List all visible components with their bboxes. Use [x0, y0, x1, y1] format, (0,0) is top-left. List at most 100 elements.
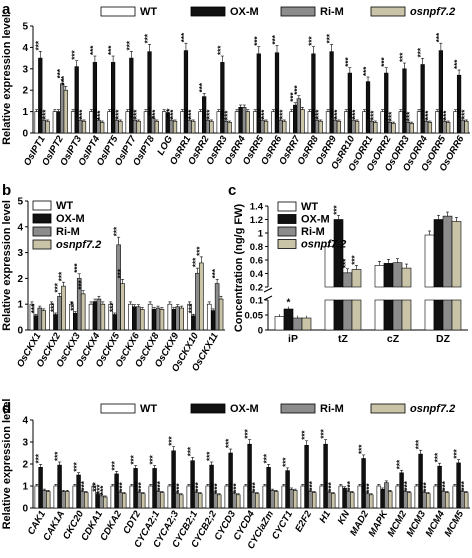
bar [351, 269, 362, 288]
significance-marker: *** [165, 108, 174, 118]
significance-marker: *** [191, 257, 200, 267]
bar [456, 74, 462, 134]
bar [418, 453, 423, 509]
legend-label-0: WT [56, 200, 73, 212]
panel-label-d: d [2, 400, 11, 417]
bar [327, 492, 332, 509]
bar [270, 490, 275, 509]
bar [380, 488, 385, 509]
bar [442, 120, 447, 134]
bar-lower-part [433, 299, 444, 331]
bar [53, 314, 58, 331]
legend-swatch-1 [190, 403, 226, 414]
bar [92, 301, 98, 331]
significance-marker: *** [301, 430, 310, 440]
significance-marker: *** [346, 480, 355, 490]
significance-marker: *** [247, 480, 256, 490]
legend-swatch-3 [370, 6, 406, 17]
bar [236, 494, 241, 509]
bar [289, 111, 294, 134]
bar [273, 491, 279, 509]
bar [311, 492, 317, 509]
significance-marker: *** [42, 109, 51, 119]
bar [283, 308, 294, 331]
significance-marker: *** [30, 303, 39, 313]
significance-marker: *** [293, 84, 302, 94]
significance-marker: *** [225, 438, 234, 448]
bar [171, 450, 176, 509]
bar [132, 119, 138, 134]
legend-label-3: osnpf7.2 [301, 239, 346, 251]
x-tick-label: E2F2 [293, 508, 314, 534]
significance-marker: *** [347, 108, 356, 118]
bar [120, 283, 125, 331]
bar [217, 494, 222, 509]
significance-marker: *** [113, 226, 122, 236]
bar [218, 298, 224, 331]
bar [368, 494, 374, 509]
y-axis-label: Relative expression level [1, 14, 13, 145]
bar [329, 51, 334, 134]
significance-marker: *** [129, 108, 138, 118]
legend-label-2: Ri-M [320, 6, 344, 18]
significance-marker: *** [133, 109, 142, 119]
bar [392, 262, 403, 288]
significance-marker: *** [209, 481, 218, 491]
bar [61, 285, 66, 331]
significance-marker: *** [151, 109, 160, 119]
y-tick-label: 1 [258, 229, 264, 240]
bar [304, 444, 309, 509]
significance-marker: *** [133, 480, 142, 490]
bar [274, 316, 285, 331]
bar [347, 72, 352, 134]
bar [137, 492, 142, 509]
significance-marker: *** [125, 40, 134, 50]
bar [460, 491, 465, 509]
legend-label-3: osnpf7.2 [410, 403, 455, 415]
significance-marker: *** [184, 108, 193, 118]
chart-panel-a: WT OX-M Ri-M osnpf7.2 0 1 2 3 4 5 Relative express… [1, 6, 470, 173]
bar [374, 265, 385, 288]
bar [57, 464, 62, 509]
significance-marker: *** [311, 108, 320, 118]
significance-marker: *** [224, 110, 233, 120]
bar [191, 315, 196, 331]
bar [80, 491, 85, 509]
bar [223, 120, 229, 134]
significance-marker: *** [194, 481, 203, 491]
significance-marker: *** [117, 268, 126, 278]
bar [155, 307, 161, 331]
significance-marker: *** [362, 66, 371, 76]
significance-marker: *** [457, 108, 466, 118]
y-tick-label: 2 [22, 86, 28, 97]
significance-marker: *** [329, 108, 338, 118]
bar [213, 493, 218, 509]
y-tick-label: 4 [22, 416, 28, 427]
legend-label-2: Ri-M [56, 226, 80, 238]
significance-marker: *** [256, 108, 265, 118]
significance-marker: *** [77, 279, 86, 289]
legend-label-1: OX-M [230, 6, 259, 18]
bar [349, 492, 355, 509]
bar [65, 491, 70, 509]
bar-lower-part [342, 299, 353, 331]
bar [220, 62, 225, 134]
bar [228, 452, 233, 509]
bar [56, 111, 61, 134]
bar [74, 66, 79, 134]
bar [141, 493, 146, 509]
bar [60, 83, 65, 134]
significance-marker: *** [190, 480, 199, 490]
bar [210, 310, 216, 331]
significance-marker: *** [202, 108, 211, 118]
y-tick-label: 3 [17, 248, 23, 259]
bar [76, 474, 81, 509]
significance-marker: *** [333, 205, 342, 215]
bar [45, 120, 50, 134]
bar [183, 50, 189, 134]
bar [179, 307, 184, 331]
bar [314, 119, 320, 134]
bar [112, 314, 117, 331]
significance-marker: *** [216, 45, 225, 55]
significance-marker: *** [180, 32, 189, 42]
